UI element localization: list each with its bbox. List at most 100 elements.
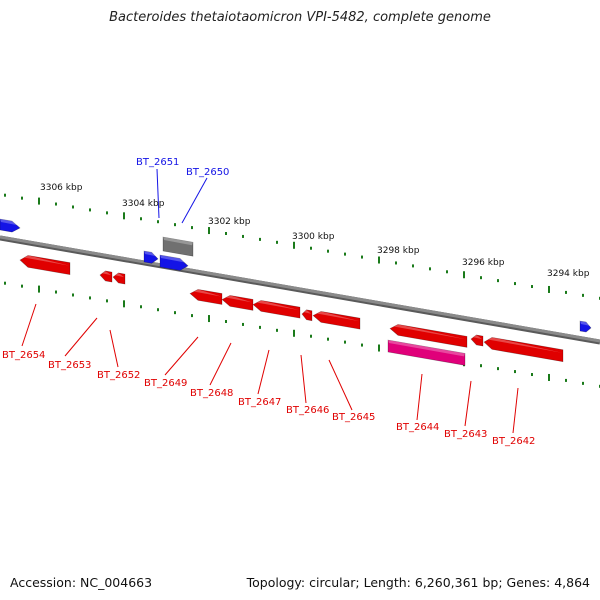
gene-label[interactable]: BT_2649 bbox=[144, 378, 187, 389]
gene-bt-2648[interactable] bbox=[221, 295, 254, 311]
gene-arrow-highlight bbox=[222, 295, 252, 303]
scale-label: 3306 kbp bbox=[40, 183, 83, 193]
backbone-line bbox=[0, 235, 600, 343]
scale-tick bbox=[106, 299, 108, 303]
scale-labels: 3306 kbp 3304 kbp 3302 kbp 3300 kbp 3298 kbp… bbox=[40, 183, 590, 279]
genome-backbone bbox=[0, 235, 600, 345]
leader-line bbox=[156, 168, 160, 219]
gene-bt-2653[interactable] bbox=[99, 270, 113, 283]
gene-arrow-highlight bbox=[160, 255, 187, 263]
gene-arrow-highlight bbox=[253, 300, 299, 311]
gene-arrow-highlight bbox=[471, 334, 482, 340]
scale-tick bbox=[531, 373, 533, 377]
label-leader-lines bbox=[21, 168, 519, 434]
gene-label[interactable]: BT_2644 bbox=[396, 422, 439, 433]
gene-arrow-highlight bbox=[484, 337, 562, 353]
gene-label[interactable]: BT_2645 bbox=[332, 412, 375, 423]
scale-tick bbox=[21, 196, 23, 200]
gene-forward-right-edge[interactable] bbox=[579, 320, 592, 333]
gene-label[interactable]: BT_2652 bbox=[97, 370, 140, 381]
gene-arrow-highlight bbox=[388, 340, 465, 357]
gene-arrow-body bbox=[301, 309, 313, 322]
scale-tick bbox=[344, 252, 346, 256]
gene-highlight-feature[interactable] bbox=[387, 339, 466, 366]
leader-line bbox=[512, 387, 519, 434]
leader-line bbox=[181, 177, 208, 224]
gene-arrow-body bbox=[162, 236, 194, 257]
scale-tick-major bbox=[293, 241, 295, 249]
scale-ticks-bottom bbox=[4, 281, 600, 388]
scale-tick bbox=[395, 261, 397, 265]
scale-ticks-top bbox=[4, 193, 600, 300]
gene-arrow-highlight bbox=[0, 219, 19, 226]
leader-line bbox=[328, 359, 353, 411]
scale-tick bbox=[412, 264, 414, 268]
scale-tick-major bbox=[123, 300, 125, 308]
leader-line bbox=[21, 303, 37, 347]
scale-tick bbox=[55, 290, 57, 294]
scale-tick bbox=[191, 314, 193, 318]
gene-label[interactable]: BT_2647 bbox=[238, 397, 281, 408]
scale-tick bbox=[565, 290, 567, 294]
scale-tick bbox=[242, 322, 244, 326]
scale-label: 3298 kbp bbox=[377, 246, 420, 256]
gene-bt-2654[interactable] bbox=[19, 255, 71, 276]
scale-tick bbox=[89, 296, 91, 300]
gene-label[interactable]: BT_2650 bbox=[186, 167, 229, 178]
gene-arrow-highlight bbox=[163, 237, 193, 246]
gene-arrow-body bbox=[19, 255, 71, 276]
scale-tick-major bbox=[38, 197, 40, 205]
scale-tick bbox=[55, 202, 57, 206]
gene-label[interactable]: BT_2646 bbox=[286, 405, 329, 416]
gene-arrow-body bbox=[389, 324, 468, 348]
gene-forward-left-edge[interactable] bbox=[0, 218, 21, 233]
gene-label[interactable]: BT_2651 bbox=[136, 157, 179, 168]
gene-bt-2650[interactable] bbox=[159, 254, 189, 271]
map-title: Bacteroides thetaiotaomicron VPI-5482, c… bbox=[109, 10, 491, 25]
gene-bt-2651[interactable] bbox=[143, 250, 159, 264]
scale-tick-major bbox=[548, 285, 550, 293]
scale-tick bbox=[310, 246, 312, 250]
scale-tick bbox=[514, 282, 516, 286]
gene-arrow-body bbox=[579, 320, 592, 333]
gene-label[interactable]: BT_2653 bbox=[48, 360, 91, 371]
gene-bt-2649[interactable] bbox=[189, 289, 223, 305]
scale-tick bbox=[446, 270, 448, 274]
leader-line bbox=[464, 380, 472, 427]
gene-bt-2645[interactable] bbox=[312, 311, 361, 330]
scale-label: 3302 kbp bbox=[208, 217, 251, 227]
gene-bt-2652[interactable] bbox=[112, 272, 126, 285]
gene-label[interactable]: BT_2642 bbox=[492, 436, 535, 447]
scale-tick bbox=[72, 205, 74, 209]
gene-label[interactable]: BT_2648 bbox=[190, 388, 233, 399]
gene-bt-2642[interactable] bbox=[483, 337, 564, 363]
scale-tick bbox=[344, 340, 346, 344]
scale-tick-major bbox=[123, 212, 125, 220]
scale-label: 3304 kbp bbox=[122, 199, 165, 209]
gene-label[interactable]: BT_2643 bbox=[444, 429, 487, 440]
gene-features bbox=[0, 218, 592, 366]
scale-tick bbox=[4, 281, 6, 285]
gene-grey-feature[interactable] bbox=[162, 236, 194, 257]
scale-tick bbox=[259, 325, 261, 329]
gene-label[interactable]: BT_2654 bbox=[2, 350, 45, 361]
scale-label: 3296 kbp bbox=[462, 258, 505, 268]
scale-tick bbox=[157, 220, 159, 224]
gene-bt-2647[interactable] bbox=[252, 300, 301, 319]
gene-arrow-body bbox=[470, 334, 484, 347]
scale-tick-major bbox=[208, 315, 210, 323]
scale-tick bbox=[4, 193, 6, 197]
scale-tick bbox=[497, 279, 499, 283]
gene-arrow-highlight bbox=[190, 289, 221, 297]
scale-tick bbox=[361, 343, 363, 347]
gene-bt-2644[interactable] bbox=[389, 324, 468, 348]
scale-tick-major bbox=[378, 256, 380, 264]
scale-tick bbox=[480, 364, 482, 368]
scale-tick bbox=[480, 276, 482, 280]
gene-bt-2643[interactable] bbox=[470, 334, 484, 347]
scale-tick bbox=[242, 234, 244, 238]
scale-tick bbox=[72, 293, 74, 297]
gene-arrow-body bbox=[252, 300, 301, 319]
gene-bt-2646[interactable] bbox=[301, 309, 313, 322]
